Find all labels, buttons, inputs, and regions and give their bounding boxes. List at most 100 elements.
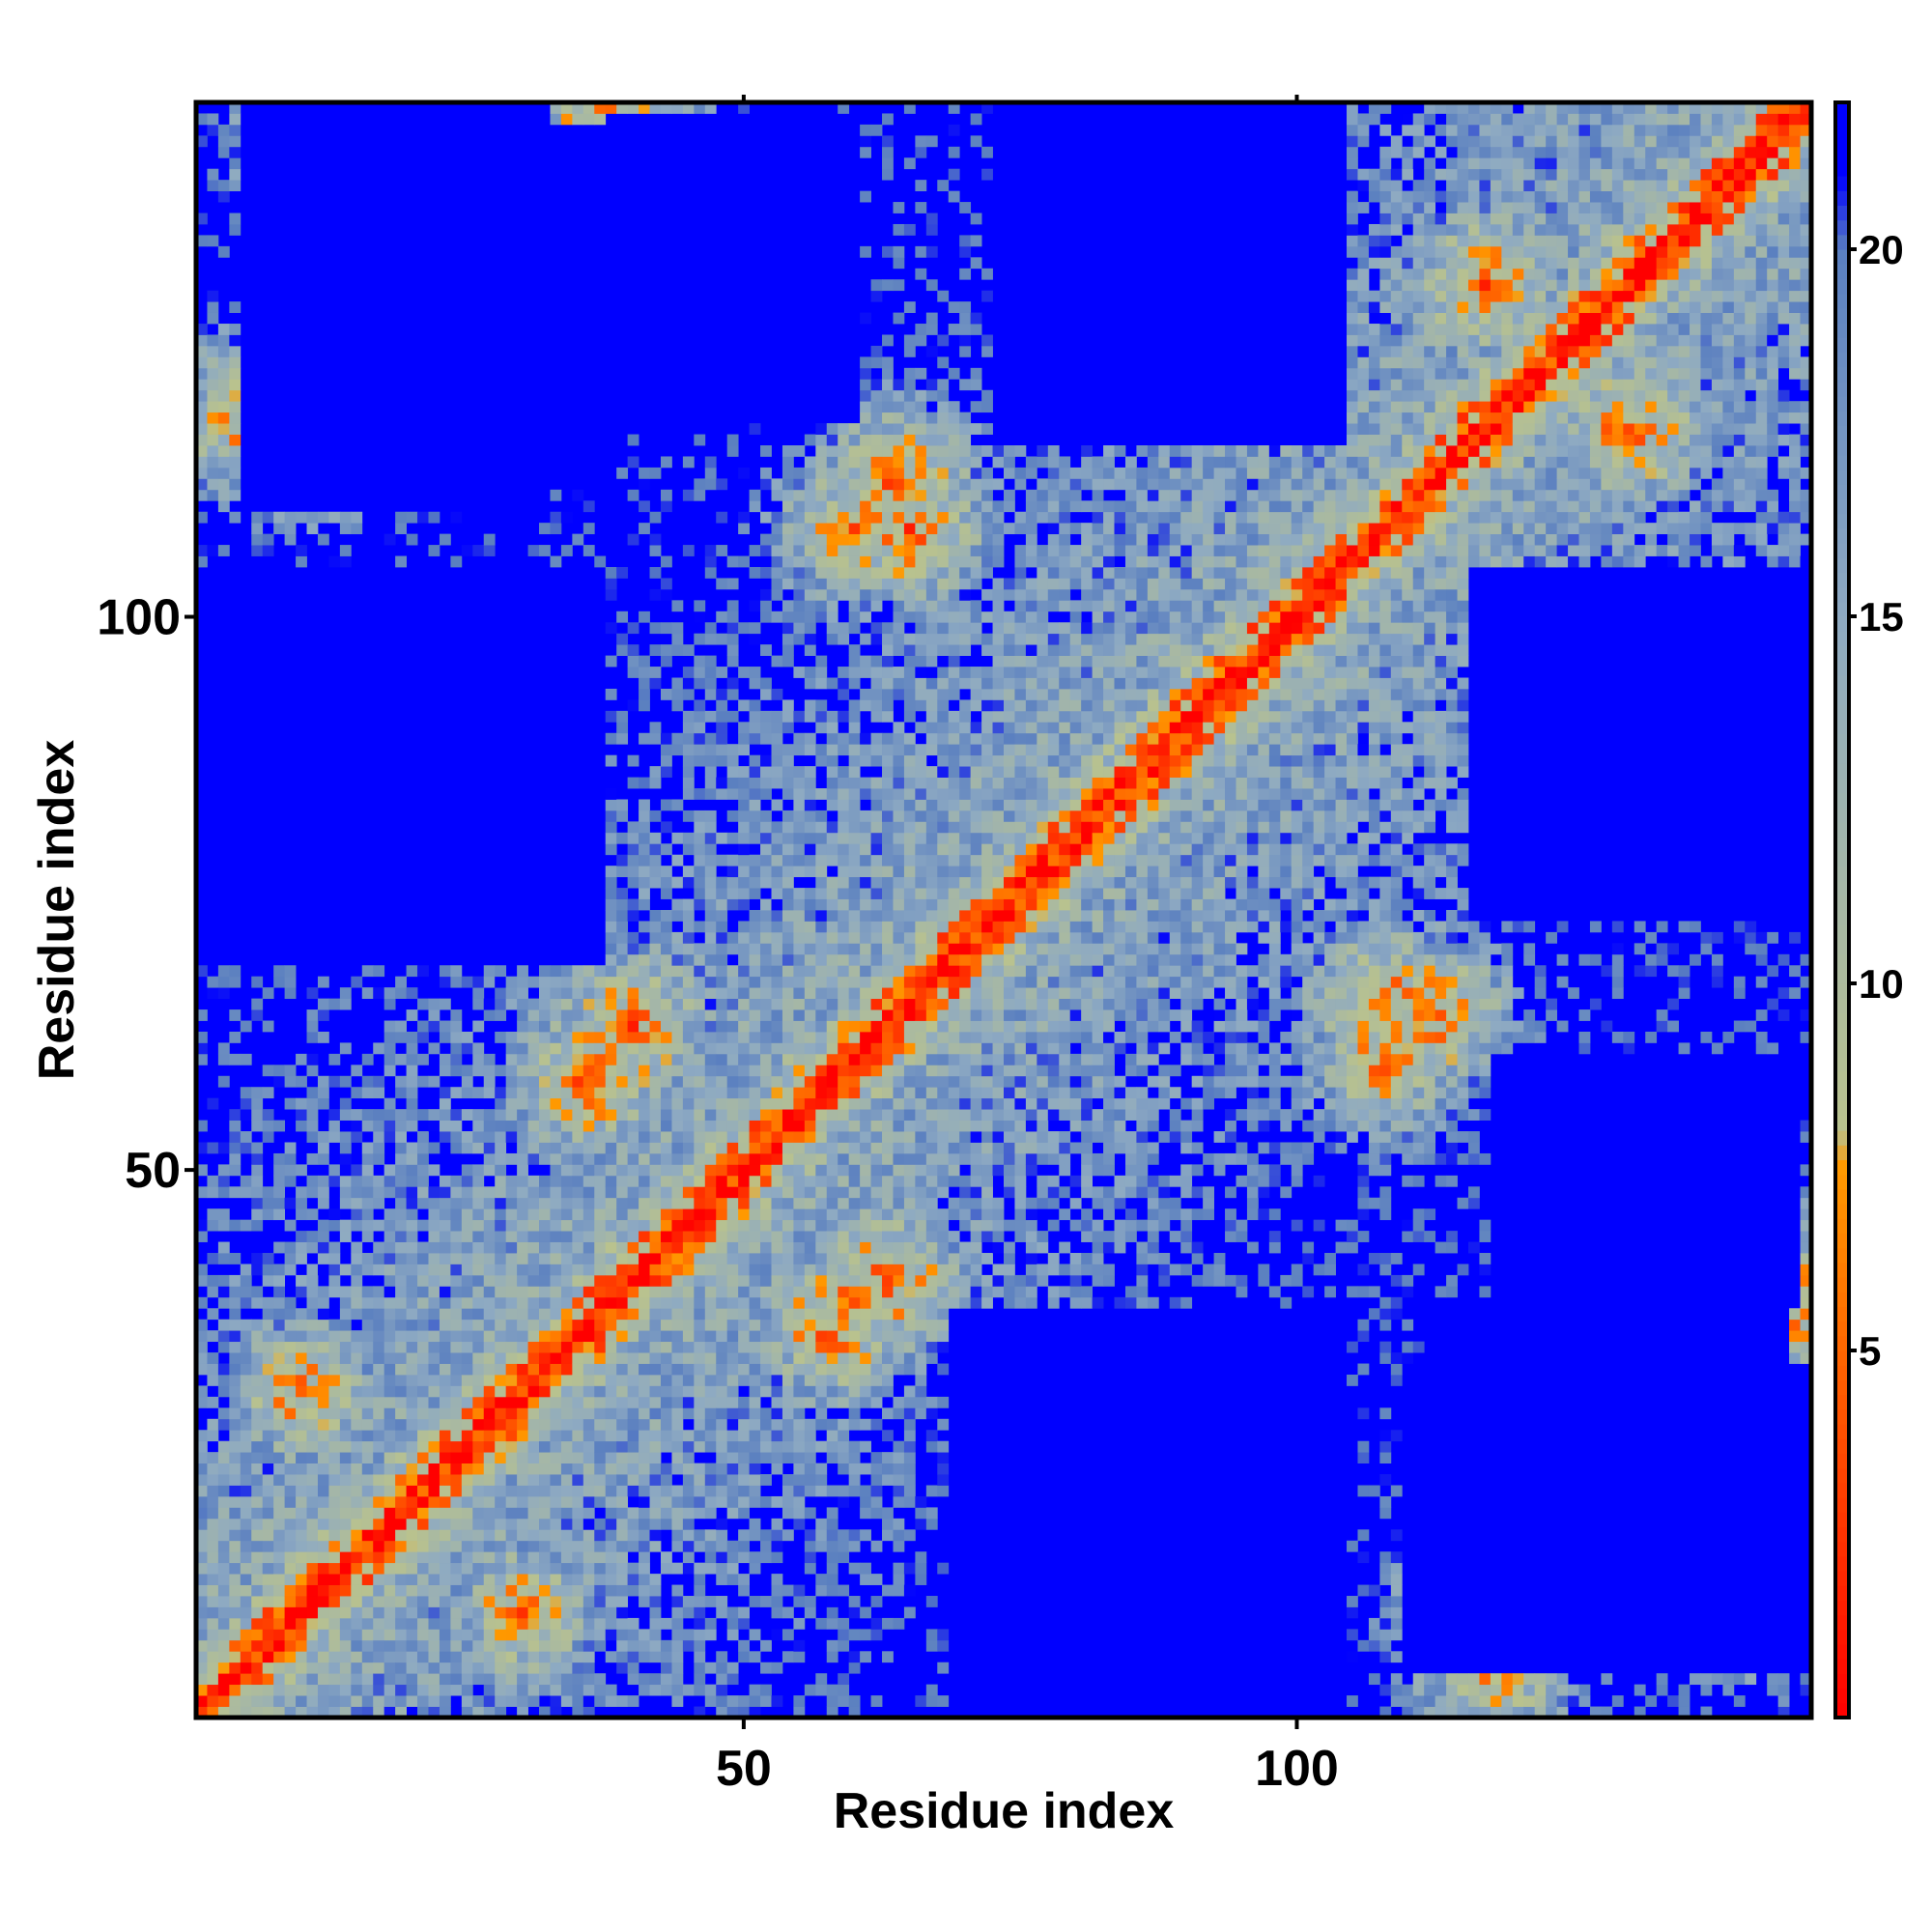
heatmap-cell	[439, 1308, 451, 1321]
heatmap-cell	[781, 655, 794, 668]
heatmap-cell	[838, 1286, 850, 1298]
heatmap-cell	[804, 1507, 816, 1520]
heatmap-cell	[838, 1352, 850, 1364]
heatmap-cell	[339, 1629, 352, 1641]
heatmap-cell	[893, 1440, 905, 1453]
heatmap-cell	[682, 931, 695, 944]
heatmap-cell	[716, 545, 728, 556]
heatmap-cell	[550, 1440, 562, 1453]
heatmap-cell	[361, 1440, 374, 1453]
heatmap-cell	[716, 611, 728, 623]
heatmap-cell	[483, 1574, 496, 1585]
heatmap-cell	[539, 1065, 551, 1077]
heatmap-cell	[384, 1296, 396, 1309]
heatmap-cell	[483, 1706, 496, 1719]
heatmap-cell	[207, 976, 219, 988]
heatmap-cell	[217, 379, 230, 391]
heatmap-cell	[495, 1065, 507, 1077]
heatmap-cell	[804, 987, 816, 1000]
heatmap-cell	[395, 1253, 407, 1264]
heatmap-cell	[251, 545, 264, 556]
heatmap-cell	[694, 633, 706, 645]
heatmap-cell	[428, 1574, 440, 1585]
heatmap-cell	[627, 1418, 639, 1431]
heatmap-cell	[582, 1540, 595, 1552]
heatmap-cell	[649, 1175, 662, 1187]
heatmap-cell	[882, 1031, 894, 1043]
heatmap-cell	[351, 1440, 363, 1453]
heatmap-cell	[207, 290, 219, 302]
heatmap-cell	[472, 1584, 485, 1597]
heatmap-cell	[649, 1219, 662, 1232]
heatmap-cell	[273, 976, 286, 988]
heatmap-cell	[328, 511, 341, 524]
heatmap-cell	[251, 1253, 264, 1264]
heatmap-cell	[682, 1241, 695, 1254]
heatmap-cell	[351, 1164, 363, 1177]
heatmap-cell	[893, 1186, 905, 1199]
heatmap-cell	[838, 1120, 850, 1132]
heatmap-cell	[749, 1629, 761, 1641]
heatmap-cell	[893, 667, 905, 678]
heatmap-cell	[704, 622, 717, 635]
heatmap-cell	[749, 1264, 761, 1276]
heatmap-cell	[760, 1639, 772, 1652]
heatmap-cell	[605, 1385, 617, 1398]
heatmap-cell	[716, 1706, 728, 1719]
heatmap-cell	[605, 1430, 617, 1442]
heatmap-cell	[694, 754, 706, 767]
heatmap-cell	[860, 190, 871, 203]
heatmap-cell	[870, 866, 883, 878]
heatmap-cell	[804, 489, 816, 501]
heatmap-cell	[229, 1596, 242, 1607]
heatmap-cell	[903, 633, 916, 645]
heatmap-cell	[417, 1241, 429, 1254]
heatmap-cell	[860, 1042, 871, 1055]
heatmap-cell	[273, 1385, 286, 1398]
heatmap-cell	[229, 102, 242, 114]
heatmap-cell	[738, 1087, 750, 1099]
heatmap-cell	[860, 1574, 871, 1585]
heatmap-cell	[848, 1562, 861, 1575]
heatmap-cell	[870, 389, 883, 402]
heatmap-cell	[395, 1197, 407, 1209]
heatmap-cell	[793, 898, 806, 911]
heatmap-cell	[539, 1219, 551, 1232]
heatmap-cell	[882, 843, 894, 856]
heatmap-cell	[882, 157, 894, 170]
heatmap-cell	[760, 1231, 772, 1242]
heatmap-cell	[738, 821, 750, 834]
heatmap-cell	[627, 754, 639, 767]
heatmap-cell	[572, 1042, 584, 1055]
heatmap-cell	[207, 1507, 219, 1520]
heatmap-cell	[439, 1418, 451, 1431]
heatmap-cell	[903, 1087, 916, 1099]
heatmap-cell	[616, 1385, 629, 1398]
heatmap-cell	[903, 1253, 916, 1264]
heatmap-cell	[251, 1629, 264, 1641]
heatmap-cell	[317, 1474, 329, 1486]
heatmap-cell	[893, 1241, 905, 1254]
heatmap-cell	[793, 1463, 806, 1475]
heatmap-cell	[639, 1385, 650, 1398]
heatmap-cell	[262, 1208, 274, 1221]
heatmap-cell	[649, 1507, 662, 1520]
heatmap-cell	[495, 1562, 507, 1575]
heatmap-cell	[406, 533, 418, 546]
heatmap-cell	[838, 898, 850, 911]
heatmap-cell	[572, 1418, 584, 1431]
heatmap-cell	[903, 1142, 916, 1154]
heatmap-cell	[716, 953, 728, 966]
heatmap-cell	[716, 1606, 728, 1619]
heatmap-cell	[682, 1495, 695, 1508]
heatmap-cell	[870, 1241, 883, 1254]
heatmap-cell	[804, 931, 816, 944]
heatmap-cell	[517, 1253, 528, 1264]
heatmap-cell	[461, 1651, 473, 1663]
heatmap-cell	[893, 1264, 905, 1276]
heatmap-cell	[505, 1440, 518, 1453]
heatmap-cell	[726, 1109, 739, 1121]
heatmap-cell	[251, 533, 264, 546]
heatmap-cell	[694, 1440, 706, 1453]
heatmap-cell	[517, 1639, 528, 1652]
